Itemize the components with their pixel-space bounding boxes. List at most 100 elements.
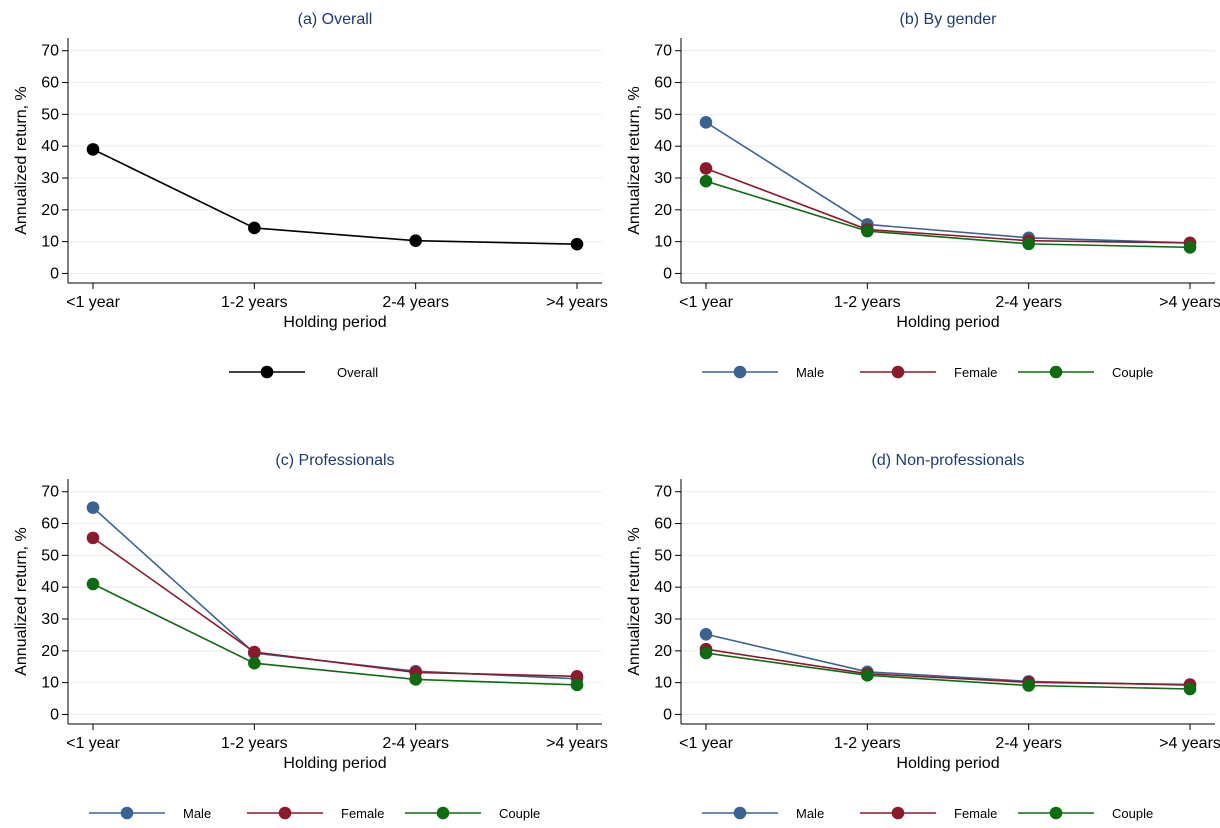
data-point-couple xyxy=(570,678,584,692)
series-line-couple xyxy=(92,583,578,686)
chart-panel-4: (d) Non-professionals 0 10 20 30 40 50 60 70 <1 y… xyxy=(626,452,1220,821)
y-tick-label: 50 xyxy=(41,106,59,123)
legend-marker xyxy=(733,806,747,820)
y-tick-label: 60 xyxy=(41,75,59,92)
data-point-couple xyxy=(1183,682,1197,696)
y-tick-label: 60 xyxy=(654,75,672,92)
x-tick-label: >4 years xyxy=(1159,735,1220,752)
legend-item-female: Female xyxy=(247,806,384,821)
series-line-male xyxy=(92,507,578,680)
data-point-couple xyxy=(699,174,713,188)
x-tick-label: <1 year xyxy=(66,735,120,752)
y-tick-label: 70 xyxy=(41,43,59,60)
data-point-couple xyxy=(409,673,422,686)
y-tick-label: 10 xyxy=(41,675,59,692)
series-line-female xyxy=(705,167,1191,244)
y-tick-label: 0 xyxy=(50,265,59,282)
y-tick-label: 10 xyxy=(654,675,672,692)
x-tick-label: 1-2 years xyxy=(834,294,901,311)
y-tick-label: 30 xyxy=(654,611,672,628)
chart-panel-3: (c) Professionals 0 10 20 30 40 50 60 70 <1 year 1… xyxy=(13,452,608,821)
data-point-couple xyxy=(861,224,874,238)
series-line-female xyxy=(92,537,578,678)
y-tick-label: 40 xyxy=(41,138,59,155)
data-point-couple xyxy=(248,656,261,670)
y-axis-label: Annualized return, % xyxy=(13,86,30,235)
legend-marker xyxy=(891,365,905,379)
y-axis-label: Annualized return, % xyxy=(13,527,30,676)
legend-item-male: Male xyxy=(702,365,824,380)
x-tick-label: <1 year xyxy=(679,735,733,752)
chart-title: (a) Overall xyxy=(298,11,373,28)
y-tick-label: 70 xyxy=(654,43,672,60)
data-point-couple xyxy=(1183,241,1197,254)
x-tick-label: <1 year xyxy=(66,294,120,311)
x-tick-label: 1-2 years xyxy=(834,735,901,752)
data-point-couple xyxy=(861,669,874,682)
y-tick-label: 10 xyxy=(654,234,672,251)
legend-label: Female xyxy=(341,806,384,821)
legend-item-male: Male xyxy=(702,806,824,821)
x-tick-label: >4 years xyxy=(1159,294,1220,311)
y-tick-label: 40 xyxy=(654,138,672,155)
series-line-male xyxy=(705,121,1191,244)
x-axis-label: Holding period xyxy=(283,314,386,331)
y-tick-label: 50 xyxy=(654,547,672,564)
x-tick-label: >4 years xyxy=(546,294,608,311)
legend-marker xyxy=(733,365,747,379)
y-tick-label: 60 xyxy=(41,516,59,533)
x-tick-label: 2-4 years xyxy=(382,294,449,311)
y-tick-label: 70 xyxy=(654,484,672,501)
legend-marker xyxy=(1049,365,1063,379)
x-tick-label: <1 year xyxy=(679,294,733,311)
legend-label: Female xyxy=(954,806,997,821)
legend-marker xyxy=(278,806,292,820)
series-line-female xyxy=(705,648,1191,686)
series-line-couple xyxy=(705,180,1191,249)
data-point-overall xyxy=(248,221,261,235)
data-point-male xyxy=(86,501,100,514)
x-tick-label: 2-4 years xyxy=(382,735,449,752)
y-tick-label: 70 xyxy=(41,484,59,501)
y-tick-label: 30 xyxy=(654,170,672,187)
legend-marker xyxy=(260,365,274,379)
y-tick-label: 40 xyxy=(654,579,672,596)
data-point-male xyxy=(699,627,713,641)
data-point-couple xyxy=(1022,237,1035,251)
data-point-female xyxy=(699,162,713,175)
data-point-couple xyxy=(86,577,100,591)
legend-label: Couple xyxy=(499,806,540,821)
y-tick-label: 60 xyxy=(654,516,672,533)
legend-item-overall: Overall xyxy=(229,365,378,380)
data-point-overall xyxy=(86,143,100,156)
y-tick-label: 40 xyxy=(41,579,59,596)
legend-item-female: Female xyxy=(860,365,997,380)
y-axis-label: Annualized return, % xyxy=(626,527,643,676)
legend-marker xyxy=(1049,806,1063,820)
y-tick-label: 10 xyxy=(41,234,59,251)
x-axis-label: Holding period xyxy=(283,755,386,772)
data-point-male xyxy=(699,116,713,129)
x-axis-label: Holding period xyxy=(896,314,999,331)
legend-marker xyxy=(436,806,450,820)
y-tick-label: 20 xyxy=(41,643,59,660)
data-point-couple xyxy=(1022,679,1035,692)
legend-item-male: Male xyxy=(89,806,211,821)
y-tick-label: 20 xyxy=(41,202,59,219)
legend-marker xyxy=(891,806,905,820)
chart-title: (d) Non-professionals xyxy=(872,452,1025,469)
legend-label: Male xyxy=(796,365,824,380)
x-tick-label: 1-2 years xyxy=(221,735,288,752)
legend-label: Female xyxy=(954,365,997,380)
legend-item-female: Female xyxy=(860,806,997,821)
y-axis-label: Annualized return, % xyxy=(626,86,643,235)
legend-item-couple: Couple xyxy=(405,806,540,821)
y-tick-label: 0 xyxy=(663,265,672,282)
x-tick-label: 2-4 years xyxy=(995,735,1062,752)
y-tick-label: 30 xyxy=(41,611,59,628)
x-axis-label: Holding period xyxy=(896,755,999,772)
series-line-overall xyxy=(92,148,578,245)
legend-item-couple: Couple xyxy=(1018,806,1153,821)
y-tick-label: 50 xyxy=(654,106,672,123)
